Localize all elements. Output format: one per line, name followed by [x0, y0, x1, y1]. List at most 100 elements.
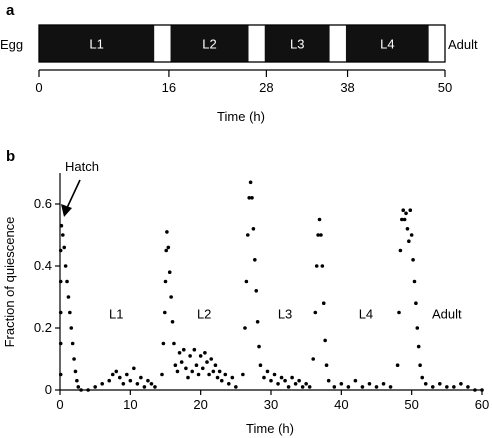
data-point — [61, 233, 65, 237]
data-point — [211, 369, 216, 374]
data-point — [177, 351, 182, 355]
data-point — [75, 378, 79, 383]
data-point — [262, 375, 266, 380]
data-point — [132, 366, 136, 371]
data-point — [192, 347, 197, 352]
data-point — [207, 372, 211, 377]
stage-label-l4: L4 — [380, 37, 394, 52]
data-point — [170, 320, 175, 324]
data-point — [188, 354, 192, 358]
data-point — [320, 264, 325, 268]
data-point — [161, 341, 166, 346]
data-point — [169, 295, 173, 299]
data-point — [418, 363, 422, 368]
stage-label-l1: L1 — [89, 37, 103, 52]
data-point — [244, 279, 249, 284]
data-point — [311, 357, 316, 361]
data-point — [128, 378, 133, 383]
y-tick-label: 0.2 — [34, 320, 52, 335]
stage-segment-l1 — [39, 25, 155, 62]
data-point — [257, 344, 261, 349]
data-point — [165, 230, 169, 234]
data-point — [381, 382, 386, 386]
panel-b-xlabel: Time (h) — [246, 421, 294, 436]
data-point — [466, 385, 470, 389]
data-point — [253, 258, 257, 262]
adult-end-label: Adult — [448, 37, 478, 52]
y-tick-label: 0.6 — [34, 196, 52, 211]
data-point — [293, 382, 298, 386]
data-point — [121, 382, 126, 386]
panel-b-ylabel: Fraction of quiescence — [2, 217, 17, 348]
data-point — [339, 382, 344, 386]
data-point — [160, 372, 164, 377]
timeline-tick-label: 0 — [35, 80, 42, 95]
y-tick-label: 0.4 — [34, 258, 52, 273]
y-tick-label: 0 — [45, 382, 52, 397]
data-point — [213, 363, 218, 368]
stage-annotation-l2: L2 — [197, 307, 211, 322]
data-point — [317, 217, 322, 222]
data-point — [416, 344, 421, 349]
data-point — [397, 310, 401, 315]
timeline-bar: L1 L2 L3 L4 — [38, 24, 446, 63]
data-point — [194, 363, 199, 368]
data-point — [401, 208, 406, 212]
data-point — [186, 375, 190, 380]
data-point — [409, 233, 414, 237]
data-point — [58, 248, 63, 253]
data-point — [279, 375, 284, 380]
data-point — [290, 375, 294, 380]
data-point — [245, 233, 250, 237]
data-point — [452, 385, 456, 389]
data-point — [142, 385, 147, 389]
data-point — [58, 341, 63, 346]
data-point — [297, 378, 301, 383]
data-point — [76, 385, 81, 389]
timeline-axis: 0 16 28 38 50 — [35, 69, 452, 95]
x-tick-label: 30 — [264, 397, 278, 412]
data-point — [179, 360, 184, 364]
data-point — [215, 375, 220, 380]
data-point — [254, 289, 259, 293]
data-point — [473, 388, 477, 392]
data-point — [247, 196, 251, 200]
data-point — [203, 351, 207, 355]
data-point — [223, 372, 228, 377]
data-point — [423, 382, 428, 386]
stage-annotation-l1: L1 — [109, 307, 123, 322]
data-point — [117, 375, 122, 380]
data-point — [272, 372, 277, 377]
data-point — [243, 326, 247, 330]
data-point — [405, 227, 410, 231]
data-point — [86, 388, 90, 392]
data-point — [63, 264, 68, 268]
data-point — [93, 385, 97, 389]
x-tick-label: 0 — [56, 397, 63, 412]
data-point — [175, 369, 180, 374]
panel-a-letter: a — [6, 2, 15, 19]
data-point — [286, 385, 291, 389]
data-point — [58, 310, 63, 315]
data-point — [166, 245, 171, 250]
data-point — [135, 382, 140, 386]
data-point — [162, 310, 167, 315]
data-point — [100, 382, 104, 386]
scatter-annotations: L1 L2 L3 L4 Adult — [109, 307, 462, 322]
data-point — [68, 310, 72, 315]
data-point — [153, 385, 157, 389]
data-point — [164, 248, 169, 253]
data-point — [408, 208, 413, 212]
data-point — [163, 279, 168, 284]
data-point — [283, 378, 287, 383]
timeline-tick-label: 28 — [259, 80, 273, 95]
data-point — [346, 385, 351, 389]
data-point — [407, 239, 411, 243]
data-point — [400, 217, 404, 222]
hatch-arrow — [61, 179, 81, 217]
data-point — [65, 279, 69, 284]
data-point — [395, 363, 400, 368]
data-point — [181, 347, 186, 352]
